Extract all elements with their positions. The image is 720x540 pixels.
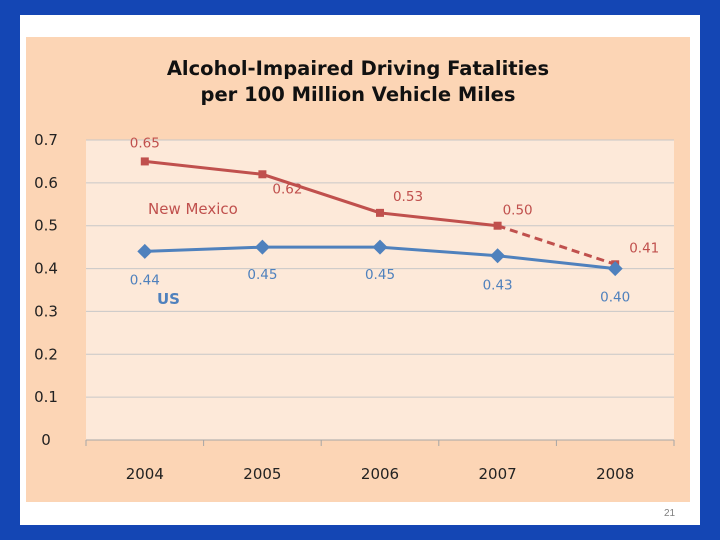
plot-area — [86, 140, 674, 440]
page-number: 21 — [664, 508, 676, 519]
y-tick-label: 0 — [41, 431, 51, 449]
data-label: 0.41 — [629, 240, 659, 256]
x-tick-label: 2004 — [126, 465, 164, 483]
data-label: 0.65 — [130, 135, 160, 151]
data-point-marker — [493, 221, 502, 230]
y-tick-label: 0.1 — [34, 388, 58, 406]
data-point-marker — [372, 239, 388, 255]
chart-title-line-2: per 100 Million Vehicle Miles — [201, 83, 516, 106]
chart-panel: Alcohol-Impaired Driving Fatalities per 1… — [26, 37, 690, 502]
data-point-marker — [140, 157, 149, 166]
y-tick-label: 0.2 — [34, 345, 58, 363]
data-label: 0.53 — [393, 189, 423, 205]
data-label: 0.44 — [130, 272, 160, 288]
data-label: 0.43 — [483, 278, 513, 294]
data-label: 0.45 — [365, 267, 395, 283]
series-line-dashed-segment — [497, 224, 616, 266]
data-point-marker — [607, 261, 623, 277]
y-tick-label: 0.7 — [34, 131, 58, 149]
data-label: 0.45 — [247, 267, 277, 283]
chart-title-line-1: Alcohol-Impaired Driving Fatalities — [167, 57, 549, 80]
x-tick-label: 2005 — [243, 465, 281, 483]
data-label: 0.50 — [503, 203, 533, 219]
data-point-marker — [137, 243, 153, 259]
series-line-new-mexico — [144, 159, 498, 228]
series-label-new-mexico: New Mexico — [148, 200, 238, 218]
x-tick-label: 2008 — [596, 465, 634, 483]
x-tick-label: 2007 — [479, 465, 517, 483]
data-point-marker — [254, 239, 270, 255]
x-tick-label: 2006 — [361, 465, 399, 483]
data-point-marker — [376, 208, 384, 217]
data-point-marker — [490, 248, 506, 264]
y-tick-label: 0.4 — [34, 260, 58, 278]
y-tick-label: 0.3 — [34, 302, 58, 320]
data-label: 0.62 — [272, 181, 302, 197]
y-tick-label: 0.6 — [34, 174, 58, 192]
series-label-us: US — [157, 290, 180, 308]
y-tick-label: 0.5 — [34, 217, 58, 235]
data-label: 0.40 — [600, 290, 630, 306]
data-point-marker — [258, 170, 267, 179]
line-chart: Alcohol-Impaired Driving Fatalities per 1… — [34, 57, 675, 483]
